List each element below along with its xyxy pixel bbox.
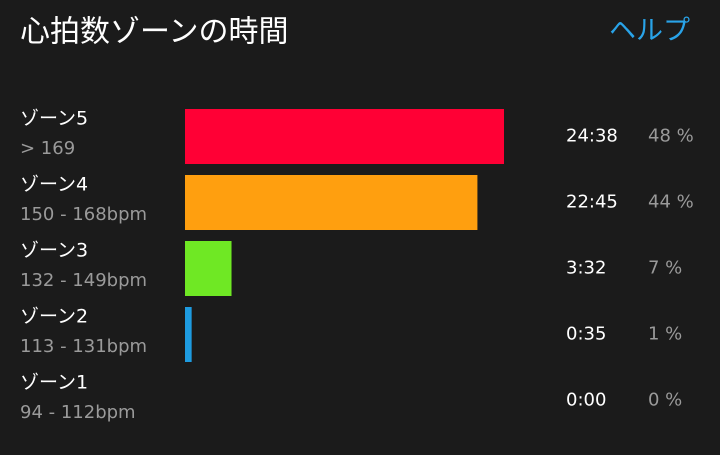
help-link[interactable]: ヘルプ: [609, 16, 690, 47]
zone-range: 132 - 149bpm: [20, 270, 147, 291]
zone-name: ゾーン4: [20, 174, 88, 196]
zone-time: 24:38: [566, 126, 618, 147]
zone-name: ゾーン3: [20, 240, 88, 262]
chart-title: 心拍数ゾーンの時間: [20, 15, 289, 50]
zone-range: 113 - 131bpm: [20, 336, 147, 357]
zone-range: 150 - 168bpm: [20, 204, 147, 225]
bar: [185, 241, 232, 296]
zone-range: > 169: [20, 138, 75, 159]
zone-time: 0:00: [566, 390, 606, 411]
zone-name: ゾーン1: [20, 372, 88, 394]
zone-name: ゾーン5: [20, 108, 88, 130]
zone-percent: 44 %: [648, 192, 694, 213]
zone-percent: 7 %: [648, 258, 682, 279]
zone-name: ゾーン2: [20, 306, 88, 328]
zone-range: 94 - 112bpm: [20, 402, 136, 423]
zone-percent: 1 %: [648, 324, 682, 345]
zone-time: 0:35: [566, 324, 606, 345]
zone-time: 3:32: [566, 258, 606, 279]
bar: [185, 175, 478, 230]
bar: [185, 109, 504, 164]
zone-percent: 0 %: [648, 390, 682, 411]
zone-time: 22:45: [566, 192, 618, 213]
zone-percent: 48 %: [648, 126, 694, 147]
bar: [185, 307, 192, 362]
